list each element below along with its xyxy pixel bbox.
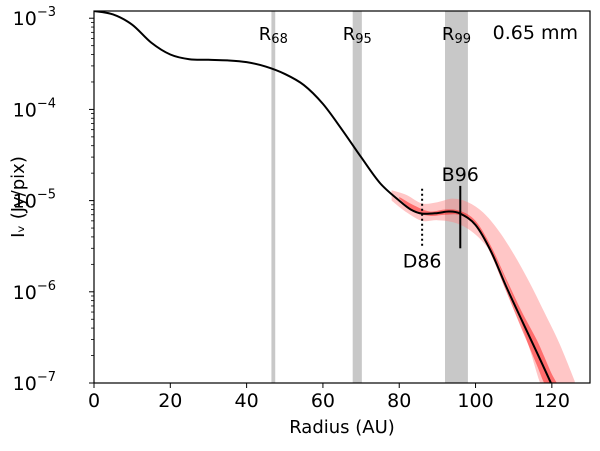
- series-lines: [94, 11, 553, 383]
- x-axis-title: Radius (AU): [289, 417, 395, 438]
- wavelength-label: 0.65 mm: [493, 22, 578, 44]
- y-tick-label: 10−4: [13, 96, 56, 121]
- y-tick-label: 10−6: [13, 279, 56, 304]
- radius-region-band: [271, 11, 276, 383]
- radius-region-band: [445, 11, 468, 383]
- x-tick-label: 80: [387, 390, 411, 412]
- gap-label: D86: [403, 250, 442, 272]
- intensity-profile-line: [94, 11, 553, 383]
- radius-regions: [271, 11, 468, 383]
- x-tick-label: 0: [88, 390, 100, 412]
- y-tick-label: 10−7: [13, 370, 56, 395]
- annotation-labels: R68 R95 R99 D86 B96: [259, 24, 479, 272]
- radius-region-label: R68: [259, 24, 288, 47]
- radius-region-label: R95: [343, 24, 372, 47]
- x-tick-label: 20: [158, 390, 182, 412]
- uncertainty-bands: [391, 190, 575, 383]
- radius-region-band: [352, 11, 362, 383]
- ring-label: B96: [442, 164, 479, 186]
- y-axis-title: Iᵥ (Jy/pix): [8, 156, 29, 238]
- plot-frame: [93, 10, 591, 384]
- x-tick-label: 120: [534, 390, 570, 412]
- x-tick-label: 40: [235, 390, 259, 412]
- y-tick-label: 10−3: [13, 5, 56, 30]
- x-tick-label: 100: [457, 390, 493, 412]
- uncertainty-band: [399, 196, 557, 383]
- y-axis-ticks: 10−7 10−6 10−5 10−4 10−3: [13, 5, 94, 395]
- x-axis-ticks: 0 20 40 60 80 100 120: [88, 383, 570, 412]
- radius-region-label: R99: [442, 24, 471, 47]
- y-tick-label: 10−5: [13, 188, 56, 213]
- feature-markers: [421, 185, 462, 249]
- x-tick-label: 60: [311, 390, 335, 412]
